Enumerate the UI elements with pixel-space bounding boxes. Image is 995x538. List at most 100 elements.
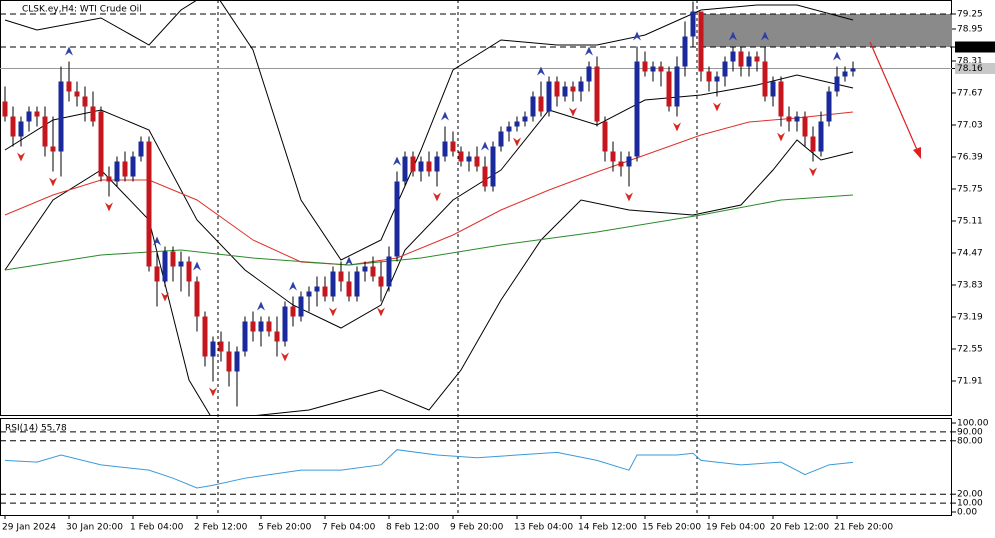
candle-body (482, 166, 488, 187)
x-tick-label: 9 Feb 20:00 (450, 523, 504, 533)
y-tick-label: 78.95 (957, 25, 983, 35)
down-arrow (281, 352, 289, 362)
forecast-arrowhead (913, 147, 921, 159)
candle-body (170, 251, 176, 267)
up-arrow (345, 256, 353, 266)
candle-body (266, 321, 272, 332)
up-arrow (65, 46, 73, 56)
candle-body (458, 151, 464, 162)
down-arrow (713, 102, 721, 112)
y-tick-label: 78.31 (957, 57, 983, 67)
candle-body (554, 81, 560, 97)
candle-body (762, 61, 768, 97)
candle-body (114, 161, 120, 182)
rsi-line (4, 449, 854, 489)
candle-body (18, 121, 24, 137)
candle-body (386, 256, 392, 287)
up-arrow (193, 261, 201, 271)
candle-body (530, 96, 536, 117)
candle-body (122, 161, 128, 177)
candle-body (98, 111, 104, 177)
candle-body (42, 116, 48, 147)
candle-body (570, 86, 576, 92)
down-arrow (569, 107, 577, 117)
candle-body (394, 181, 400, 257)
candle-body (626, 156, 632, 167)
candle-body (666, 71, 672, 107)
indicator-line (4, 74, 854, 329)
candle-body (402, 156, 408, 182)
y-tick-label: 73.83 (957, 281, 983, 291)
x-tick-label: 21 Feb 20:00 (834, 523, 893, 533)
candle-body (514, 121, 520, 127)
candle-body (234, 351, 240, 372)
candle-body (218, 341, 224, 352)
y-tick-highlight (955, 63, 995, 74)
price-area (0, 1, 952, 415)
candle-body (322, 286, 328, 297)
x-tick-label: 29 Jan 2024 (2, 523, 56, 533)
candle-body (162, 251, 168, 282)
candle-body (418, 161, 424, 172)
candle-body (834, 76, 840, 92)
y-tick-label: 72.55 (957, 345, 983, 355)
zone (701, 14, 952, 47)
down-arrow (433, 192, 441, 202)
candle-body (698, 11, 704, 72)
candle-body (506, 126, 512, 132)
up-arrow (441, 111, 449, 121)
down-arrow (329, 307, 337, 317)
candle-body (522, 116, 528, 122)
period-separators (217, 0, 698, 515)
candle-body (578, 81, 584, 92)
candle-body (850, 68, 856, 72)
down-arrow (673, 122, 681, 132)
down-arrow (809, 167, 817, 177)
x-tick-label: 30 Jan 20:00 (66, 523, 123, 533)
candle-body (498, 131, 504, 147)
candle-body (26, 111, 32, 122)
y-tick-label: 73.19 (957, 313, 983, 323)
rsi-area (0, 431, 952, 504)
down-arrow (105, 202, 113, 212)
candle-body (434, 156, 440, 172)
x-tick-label: 5 Feb 20:00 (258, 523, 312, 533)
rsi-tick-label: 100.00 (957, 419, 989, 429)
indicator-line (4, 111, 854, 266)
candle-body (410, 156, 416, 172)
candle-body (354, 271, 360, 297)
candle-body (746, 56, 752, 67)
candle-body (610, 151, 616, 162)
rsi-tick-label: 0.00 (957, 508, 977, 518)
candle-body (282, 306, 288, 342)
candle-body (66, 81, 72, 92)
candle-body (682, 36, 688, 67)
candle-body (618, 161, 624, 167)
candle-body (74, 91, 80, 97)
up-arrow (393, 156, 401, 166)
candle-body (290, 306, 296, 317)
y-tick-highlight (955, 41, 995, 53)
candle-body (378, 276, 384, 287)
indicator-line (4, 139, 854, 415)
candle-body (586, 66, 592, 82)
down-arrow (17, 152, 25, 162)
candle-body (178, 261, 184, 267)
candle-body (146, 141, 152, 267)
candle-body (738, 51, 744, 67)
y-tick-label: 77.03 (957, 121, 983, 131)
rsi-tick-label: 20.00 (957, 490, 983, 500)
candle-body (2, 101, 8, 117)
candle-body (690, 11, 696, 37)
down-arrow (377, 307, 385, 317)
candle-body (330, 271, 336, 297)
rsi-label: RSI(14) 55.78 (5, 424, 67, 434)
candle-body (106, 176, 112, 182)
candle-body (842, 71, 848, 77)
y-tick-label: 75.11 (957, 217, 983, 227)
candle-body (426, 161, 432, 172)
x-tick-label: 7 Feb 04:00 (322, 523, 376, 533)
candle-body (658, 66, 664, 72)
